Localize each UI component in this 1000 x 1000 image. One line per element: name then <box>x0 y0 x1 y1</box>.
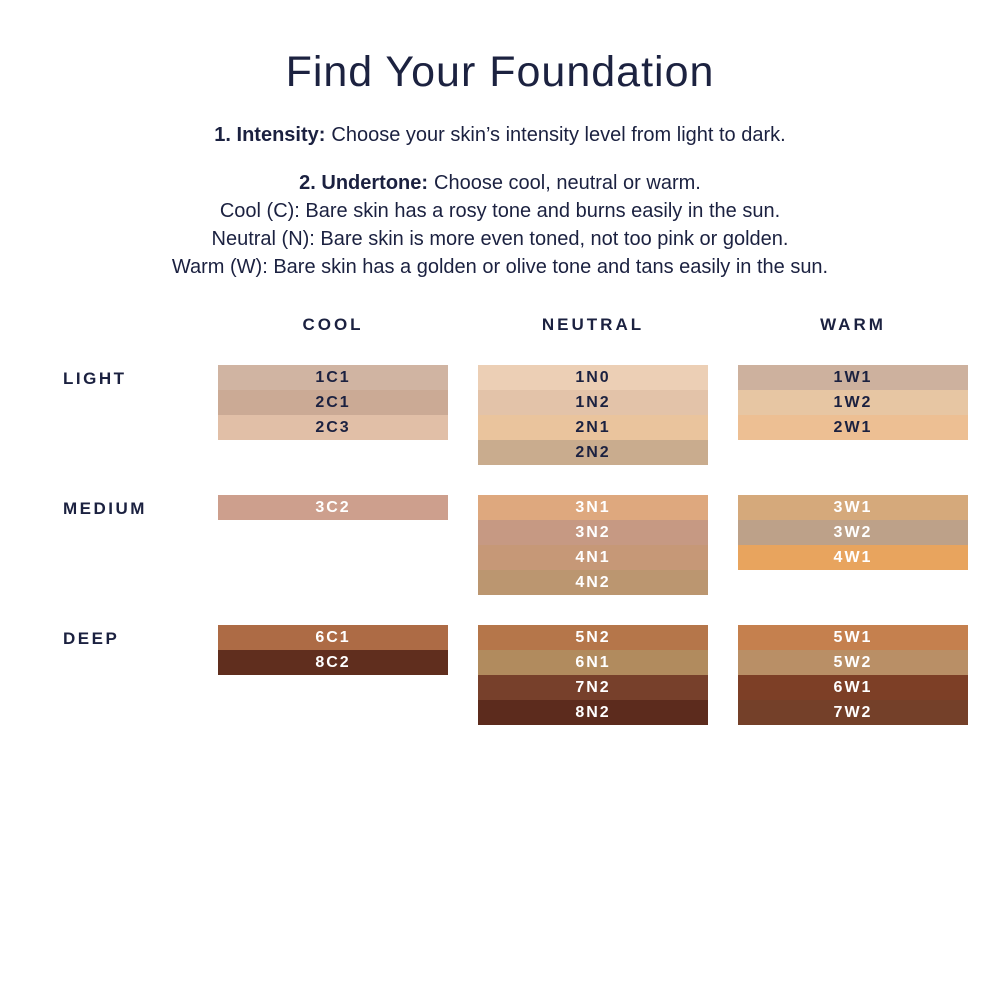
warm-light-swatches: 1W1 1W2 2W1 <box>738 365 968 440</box>
row-label-deep: DEEP <box>63 629 120 648</box>
cool-medium-swatches: 3C2 <box>218 495 448 520</box>
intensity-instruction-label: 1. Intensity: <box>214 124 326 146</box>
swatch-7N2: 7N2 <box>478 675 708 700</box>
neutral-deep-swatches: 5N2 6N1 7N2 8N2 <box>478 625 708 725</box>
swatch-3W1: 3W1 <box>738 495 968 520</box>
swatch-1N0: 1N0 <box>478 365 708 390</box>
swatch-2C1: 2C1 <box>218 390 448 415</box>
swatch-1N2: 1N2 <box>478 390 708 415</box>
swatch-4W1: 4W1 <box>738 545 968 570</box>
swatch-3N2: 3N2 <box>478 520 708 545</box>
undertone-instruction-text: Choose cool, neutral or warm. <box>434 172 701 194</box>
warm-medium-swatches: 3W1 3W2 4W1 <box>738 495 968 570</box>
undertone-instructions: 2. Undertone: Choose cool, neutral or war… <box>0 169 1000 281</box>
swatch-2W1: 2W1 <box>738 415 968 440</box>
neutral-light-swatches: 1N0 1N2 2N1 2N2 <box>478 365 708 465</box>
column-header-neutral: NEUTRAL <box>541 315 645 334</box>
swatch-3W2: 3W2 <box>738 520 968 545</box>
column-header-warm: WARM <box>820 315 886 334</box>
swatch-7W2: 7W2 <box>738 700 968 725</box>
swatch-2C3: 2C3 <box>218 415 448 440</box>
intensity-instruction-text: Choose your skin’s intensity level from … <box>331 124 786 146</box>
swatch-3C2: 3C2 <box>218 495 448 520</box>
swatch-5N2: 5N2 <box>478 625 708 650</box>
swatch-8C2: 8C2 <box>218 650 448 675</box>
undertone-cool-description: Cool (C): Bare skin has a rosy tone and … <box>219 200 781 222</box>
row-label-light: LIGHT <box>63 369 127 388</box>
row-label-medium: MEDIUM <box>63 499 147 518</box>
swatch-5W1: 5W1 <box>738 625 968 650</box>
page-title: Find Your Foundation <box>285 48 715 96</box>
column-header-cool: COOL <box>302 315 364 334</box>
swatch-4N2: 4N2 <box>478 570 708 595</box>
swatch-1C1: 1C1 <box>218 365 448 390</box>
swatch-5W2: 5W2 <box>738 650 968 675</box>
undertone-instruction-label: 2. Undertone: <box>299 172 429 194</box>
warm-deep-swatches: 5W1 5W2 6W1 7W2 <box>738 625 968 725</box>
swatch-6W1: 6W1 <box>738 675 968 700</box>
neutral-medium-swatches: 3N1 3N2 4N1 4N2 <box>478 495 708 595</box>
undertone-instruction: 2. Undertone: Choose cool, neutral or war… <box>0 169 1000 197</box>
swatch-1W2: 1W2 <box>738 390 968 415</box>
undertone-warm-description: Warm (W): Bare skin has a golden or oliv… <box>171 256 829 278</box>
swatch-8N2: 8N2 <box>478 700 708 725</box>
cool-deep-swatches: 6C1 8C2 <box>218 625 448 675</box>
swatch-2N2: 2N2 <box>478 440 708 465</box>
swatch-4N1: 4N1 <box>478 545 708 570</box>
swatch-1W1: 1W1 <box>738 365 968 390</box>
undertone-neutral-description: Neutral (N): Bare skin is more even tone… <box>211 228 789 250</box>
intensity-instruction: 1. Intensity: Choose your skin’s intensit… <box>0 121 1000 149</box>
swatch-3N1: 3N1 <box>478 495 708 520</box>
shade-table: COOL NEUTRAL WARM LIGHT 1C1 2C1 2C3 1N0 1N2 2N1 2N… <box>0 315 1000 725</box>
swatch-2N1: 2N1 <box>478 415 708 440</box>
swatch-6N1: 6N1 <box>478 650 708 675</box>
cool-light-swatches: 1C1 2C1 2C3 <box>218 365 448 440</box>
swatch-6C1: 6C1 <box>218 625 448 650</box>
